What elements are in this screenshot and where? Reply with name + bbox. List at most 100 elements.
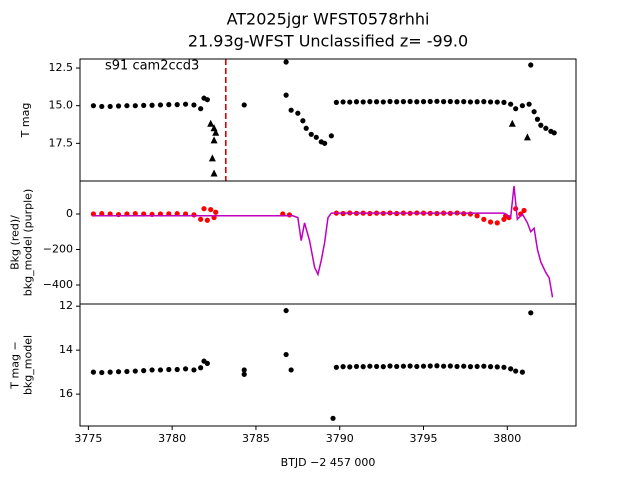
data-point (288, 107, 294, 113)
data-point (508, 101, 514, 107)
data-point (124, 368, 130, 375)
data-point (414, 99, 420, 105)
data-point (308, 131, 314, 137)
upper-limit-marker (210, 136, 218, 144)
data-point (474, 363, 480, 370)
data-point (407, 98, 413, 105)
data-point (141, 102, 147, 108)
data-point (149, 102, 155, 108)
y-axis-label: T mag − (9, 341, 22, 389)
upper-limit-marker (212, 128, 220, 136)
axes-frame (79, 180, 577, 305)
upper-limit-marker (210, 169, 218, 177)
data-point (333, 99, 339, 105)
data-point (400, 99, 407, 105)
data-point (461, 99, 467, 105)
data-point (360, 99, 366, 105)
data-point (157, 367, 164, 373)
data-point (501, 99, 507, 105)
data-point (420, 99, 427, 105)
data-point (115, 103, 122, 109)
data-point (521, 207, 527, 214)
data-point (407, 363, 413, 369)
y-tick-label: 12.5 (49, 61, 74, 74)
data-point (201, 206, 207, 212)
data-point (157, 102, 164, 108)
data-point (322, 140, 328, 146)
data-point (333, 364, 339, 370)
data-point (494, 220, 500, 226)
data-point (90, 103, 97, 109)
data-point (213, 209, 219, 215)
data-point (551, 130, 557, 136)
data-point (132, 103, 138, 109)
data-point (373, 99, 380, 105)
data-point (454, 363, 460, 370)
data-point (198, 216, 204, 222)
data-point (191, 367, 197, 373)
data-point (373, 363, 380, 370)
data-point (198, 106, 204, 112)
data-point (208, 206, 214, 213)
data-point (519, 103, 525, 109)
data-point (534, 116, 541, 122)
data-point (124, 103, 130, 109)
data-point (166, 366, 172, 373)
data-point (447, 363, 453, 369)
data-point (434, 363, 440, 369)
annotation: s91 cam2ccd3 (105, 59, 199, 74)
data-point (241, 367, 247, 373)
data-point (467, 99, 474, 105)
x-axis-label: BTJD −2 457 000 (281, 456, 376, 469)
data-point (241, 102, 247, 108)
data-point (198, 365, 204, 371)
data-point (481, 216, 487, 222)
data-point (313, 134, 319, 140)
y-axis-label: T mag (19, 103, 32, 139)
data-point (501, 364, 507, 370)
plot-area (90, 307, 534, 421)
data-point (353, 99, 360, 105)
data-point (526, 101, 532, 107)
upper-limit-marker (208, 154, 216, 162)
data-point (241, 371, 247, 377)
data-point (528, 62, 534, 68)
data-point (513, 368, 519, 374)
data-point (394, 363, 400, 370)
data-point (360, 364, 366, 370)
upper-limit-marker (207, 119, 215, 127)
data-point (508, 366, 514, 372)
data-point (487, 364, 494, 370)
data-point (531, 109, 537, 115)
axes-frame (79, 58, 577, 182)
data-point (367, 363, 373, 369)
y-tick-label: 14 (59, 343, 73, 356)
data-point (538, 122, 544, 128)
chart-subtitle: 21.93g-WFST Unclassified z= -99.0 (188, 32, 468, 51)
data-point (513, 106, 519, 112)
data-point (434, 98, 440, 104)
data-point (204, 217, 210, 223)
data-point (467, 364, 474, 370)
data-point (387, 98, 393, 105)
data-point (420, 363, 427, 369)
y-tick-label: 12 (59, 299, 73, 312)
data-point (330, 415, 336, 421)
axes-frame (79, 303, 577, 427)
x-tick-label: 3800 (493, 432, 521, 445)
data-point (204, 97, 210, 103)
data-point (182, 101, 189, 107)
data-point (353, 363, 360, 370)
x-tick-label: 3775 (74, 432, 102, 445)
data-point (340, 99, 346, 105)
data-point (427, 363, 433, 369)
data-point (467, 211, 474, 217)
data-point (132, 211, 138, 217)
upper-limit-marker (523, 133, 531, 141)
data-point (367, 99, 373, 105)
y-tick-label: −400 (43, 278, 73, 291)
data-point (528, 310, 534, 316)
data-point (182, 366, 189, 372)
data-point (286, 212, 293, 218)
